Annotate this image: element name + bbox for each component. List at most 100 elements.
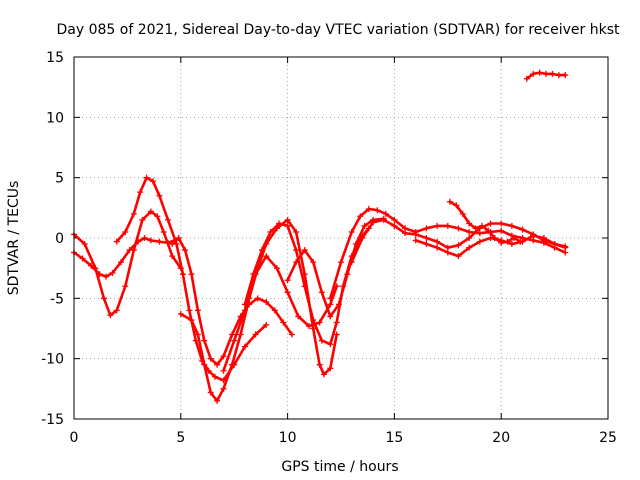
data-point-marker xyxy=(220,367,227,374)
data-point-marker xyxy=(252,331,259,338)
series-track-6-markers xyxy=(220,253,340,374)
data-point-marker xyxy=(293,247,300,254)
data-point-marker xyxy=(327,365,334,372)
data-point-marker xyxy=(207,389,214,396)
data-point-marker xyxy=(491,235,498,241)
y-tick-label: 0 xyxy=(55,231,64,247)
data-point-marker xyxy=(201,361,208,368)
data-point-marker xyxy=(113,307,120,314)
data-point-marker xyxy=(263,253,270,260)
data-point-marker xyxy=(263,298,270,305)
data-point-marker xyxy=(271,307,278,314)
data-point-marker xyxy=(100,295,107,302)
data-point-marker xyxy=(530,232,537,239)
series-track-8 xyxy=(286,217,386,318)
data-point-marker xyxy=(96,271,103,278)
data-point-marker xyxy=(348,259,355,266)
y-tick-label: 5 xyxy=(55,171,64,187)
data-point-marker xyxy=(543,70,550,77)
x-tick-label: 5 xyxy=(176,430,185,446)
data-point-marker xyxy=(453,202,460,209)
data-point-marker xyxy=(147,208,154,215)
y-tick-label: -10 xyxy=(41,352,64,368)
data-point-marker xyxy=(263,321,270,328)
data-point-marker xyxy=(344,271,351,278)
data-point-marker xyxy=(508,222,515,229)
data-point-marker xyxy=(293,259,300,266)
data-point-marker xyxy=(107,312,114,319)
data-point-marker xyxy=(310,325,317,332)
data-point-marker xyxy=(517,238,524,245)
data-point-marker xyxy=(310,259,317,266)
data-point-marker xyxy=(231,337,238,344)
data-point-marker xyxy=(498,227,505,234)
data-point-marker xyxy=(357,213,364,220)
data-point-marker xyxy=(186,307,193,314)
data-point-marker xyxy=(288,331,295,338)
data-point-marker xyxy=(327,313,334,320)
data-point-marker xyxy=(113,238,120,245)
data-point-marker xyxy=(177,311,184,318)
data-point-marker xyxy=(305,323,312,330)
series-track-1-markers xyxy=(71,208,184,319)
data-point-marker xyxy=(327,341,334,348)
data-point-marker xyxy=(335,301,342,308)
data-point-marker xyxy=(562,72,569,79)
data-point-marker xyxy=(284,277,291,284)
data-point-marker xyxy=(122,228,129,235)
data-point-marker xyxy=(551,241,558,248)
data-point-marker xyxy=(555,72,562,79)
y-axis-label: SDTVAR / TECUs xyxy=(6,181,22,296)
data-point-marker xyxy=(160,228,167,235)
data-point-marker xyxy=(316,319,323,326)
data-point-marker xyxy=(446,198,453,205)
data-point-marker xyxy=(348,228,355,235)
data-point-marker xyxy=(182,247,189,254)
data-point-marker xyxy=(250,271,257,278)
data-point-marker xyxy=(301,283,308,290)
data-point-marker xyxy=(412,237,419,244)
data-point-marker xyxy=(79,255,86,262)
data-point-marker xyxy=(241,307,248,314)
data-point-marker xyxy=(164,239,171,246)
data-point-marker xyxy=(241,343,248,350)
data-point-marker xyxy=(370,219,377,226)
data-point-marker xyxy=(487,220,494,227)
data-point-marker xyxy=(318,337,325,344)
data-point-marker xyxy=(254,295,261,302)
x-tick-label: 10 xyxy=(279,430,297,446)
data-point-marker xyxy=(412,231,419,238)
data-point-marker xyxy=(150,178,157,185)
data-point-marker xyxy=(549,70,556,77)
data-point-marker xyxy=(327,301,334,308)
data-point-marker xyxy=(423,235,430,241)
series-track-8-markers xyxy=(284,215,387,320)
data-point-marker xyxy=(194,331,201,338)
y-tick-label: -5 xyxy=(50,291,64,307)
data-point-marker xyxy=(478,222,485,229)
data-point-marker xyxy=(280,319,287,326)
data-point-marker xyxy=(220,385,227,392)
data-point-marker xyxy=(175,235,182,241)
data-point-marker xyxy=(201,337,208,344)
series-track-11-markers xyxy=(412,232,569,260)
data-point-marker xyxy=(333,319,340,326)
data-point-marker xyxy=(361,222,368,229)
data-point-marker xyxy=(444,249,451,256)
data-point-marker xyxy=(267,228,274,235)
plot-series xyxy=(71,69,569,404)
data-point-marker xyxy=(295,313,302,320)
data-point-marker xyxy=(455,242,462,249)
data-point-marker xyxy=(459,210,466,217)
data-point-marker xyxy=(103,273,110,280)
data-point-marker xyxy=(143,174,150,181)
plot-frame xyxy=(73,56,609,420)
data-point-marker xyxy=(169,241,176,248)
data-point-marker xyxy=(214,397,221,404)
data-point-marker xyxy=(139,216,146,223)
data-point-marker xyxy=(352,241,359,248)
data-point-marker xyxy=(179,271,186,278)
data-point-marker xyxy=(237,331,244,338)
data-point-marker xyxy=(508,241,515,248)
